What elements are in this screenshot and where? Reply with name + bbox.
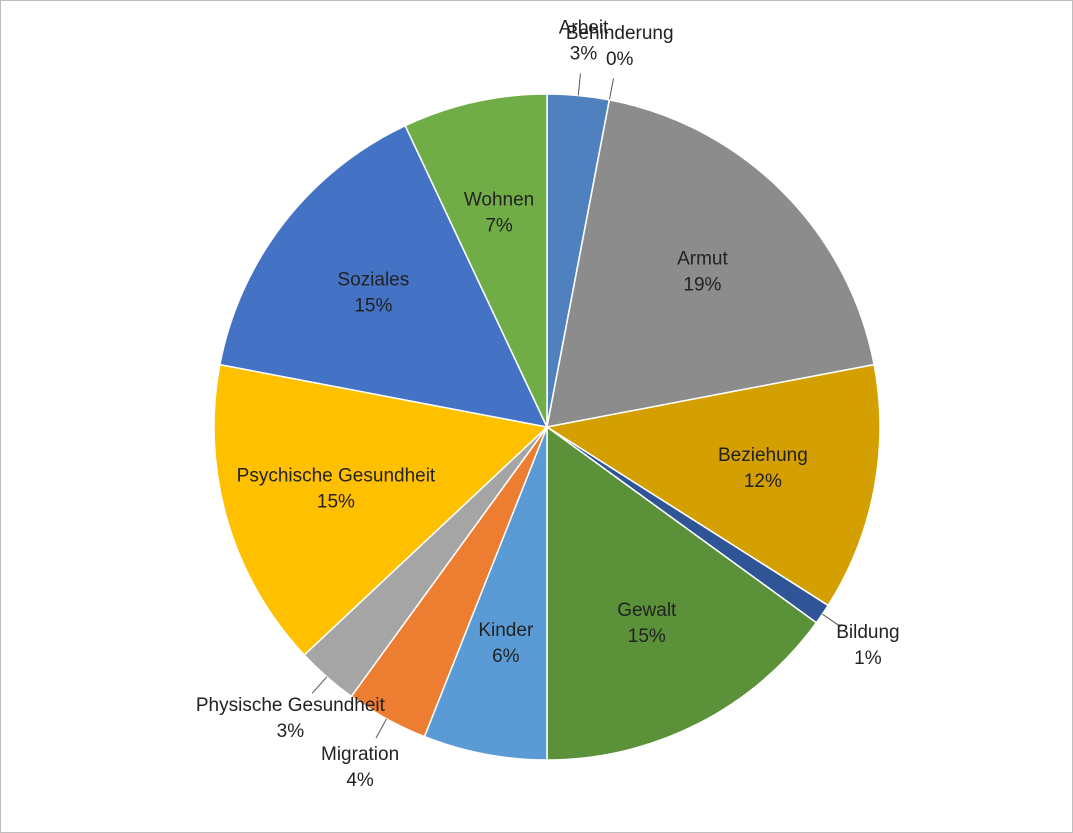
pie-slice [546, 425, 818, 761]
slice-label: Armut [677, 249, 728, 270]
slice-value: 0% [606, 49, 634, 70]
leader-line [577, 73, 581, 96]
pie-slice [219, 124, 549, 429]
slice-value: 7% [485, 216, 513, 237]
slice-value: 3% [277, 721, 305, 742]
slice-label: Migration [321, 744, 399, 765]
slice-value: 19% [683, 275, 721, 296]
slice-label: Physische Gesundheit [196, 695, 386, 716]
slice-label: Behinderung [566, 23, 674, 44]
slice-label: Psychische Gesundheit [237, 465, 436, 486]
slice-label: Kinder [478, 620, 534, 641]
leader-line [608, 78, 615, 100]
slice-label: Wohnen [464, 190, 534, 211]
slice-label: Beziehung [718, 445, 808, 466]
leader-line [822, 613, 841, 627]
pie-slice [213, 363, 549, 657]
slice-label: Arbeit [559, 18, 609, 39]
pie-slice [544, 363, 881, 607]
leader-line [375, 718, 388, 739]
slice-label: Gewalt [617, 600, 677, 621]
slice-label: Soziales [337, 269, 409, 290]
pie-slice [546, 99, 875, 428]
slice-value: 4% [346, 770, 374, 791]
slice-value: 15% [628, 626, 666, 647]
slice-value: 15% [317, 491, 355, 512]
leader-line [311, 676, 328, 694]
pie-slice [404, 93, 548, 428]
slice-value: 15% [354, 295, 392, 316]
slice-value: 12% [744, 471, 782, 492]
slice-value: 6% [492, 646, 520, 667]
slice-label: Bildung [836, 622, 899, 643]
pie-slice [423, 426, 548, 761]
slice-value: 3% [570, 44, 598, 65]
slice-value: 1% [854, 648, 882, 669]
